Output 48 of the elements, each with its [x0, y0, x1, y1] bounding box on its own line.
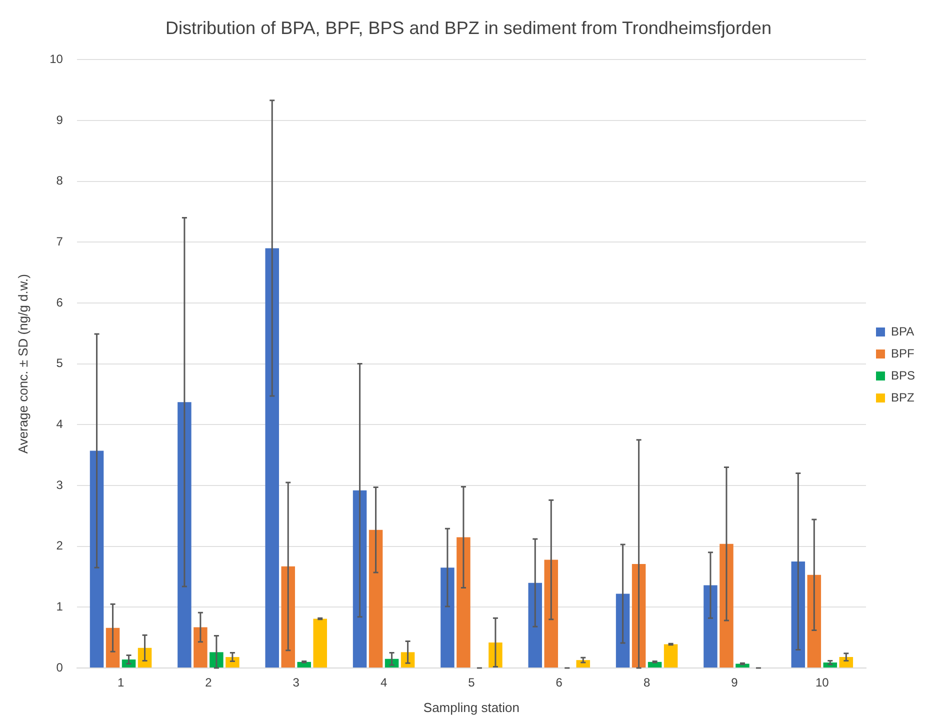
- y-tick-label: 1: [56, 599, 64, 614]
- bar: [664, 644, 678, 668]
- x-tick-label: 10: [815, 676, 830, 690]
- bar: [226, 657, 240, 668]
- bar: [720, 544, 734, 668]
- bar: [544, 560, 558, 668]
- y-tick-label: 3: [56, 478, 64, 492]
- y-axis-title: Average conc. ± SD (ng/g d.w.): [15, 274, 30, 454]
- x-tick-label: 6: [556, 676, 563, 690]
- y-tick-label: 7: [56, 234, 64, 248]
- y-tick-label: 2: [56, 538, 64, 553]
- bar: [368, 530, 383, 668]
- bar: [106, 628, 120, 668]
- y-tick-label: 6: [56, 295, 64, 310]
- bar: [178, 402, 192, 668]
- legend-label: BPA: [890, 324, 914, 338]
- bar: [265, 248, 280, 668]
- bar: [313, 618, 328, 668]
- bar: [194, 627, 208, 668]
- bar: [440, 568, 454, 668]
- bar: [456, 537, 470, 668]
- bar: [807, 574, 822, 668]
- x-tick-label: 5: [468, 676, 476, 690]
- y-tick-label: 5: [56, 356, 64, 370]
- y-tick-label: 8: [56, 174, 64, 188]
- x-tick-label: 3: [292, 676, 300, 690]
- x-axis-title: Sampling station: [423, 700, 520, 715]
- bar: [352, 490, 367, 668]
- bar: [90, 450, 104, 668]
- x-tick-label: 1: [117, 676, 124, 690]
- y-tick-label: 0: [56, 660, 64, 674]
- legend-label: BPS: [890, 368, 916, 382]
- bar: [616, 594, 630, 668]
- bar: [704, 585, 718, 668]
- x-tick-label: 9: [731, 676, 738, 690]
- bar: [281, 566, 296, 668]
- x-tick-label: 4: [380, 676, 388, 690]
- bar: [839, 657, 854, 668]
- x-tick-label: 8: [643, 676, 650, 690]
- legend-label: BPZ: [890, 390, 914, 404]
- bar: [297, 662, 312, 668]
- x-tick-label: 2: [205, 676, 212, 690]
- y-tick-label: 4: [56, 416, 64, 431]
- legend-label: BPF: [890, 346, 914, 360]
- chart-title: Distribution of BPA, BPF, BPS and BPZ in sediment from Trondheimsfjorden: [166, 18, 772, 38]
- y-tick-label: 10: [50, 52, 64, 66]
- bar: [528, 582, 542, 668]
- y-tick-label: 9: [56, 112, 64, 127]
